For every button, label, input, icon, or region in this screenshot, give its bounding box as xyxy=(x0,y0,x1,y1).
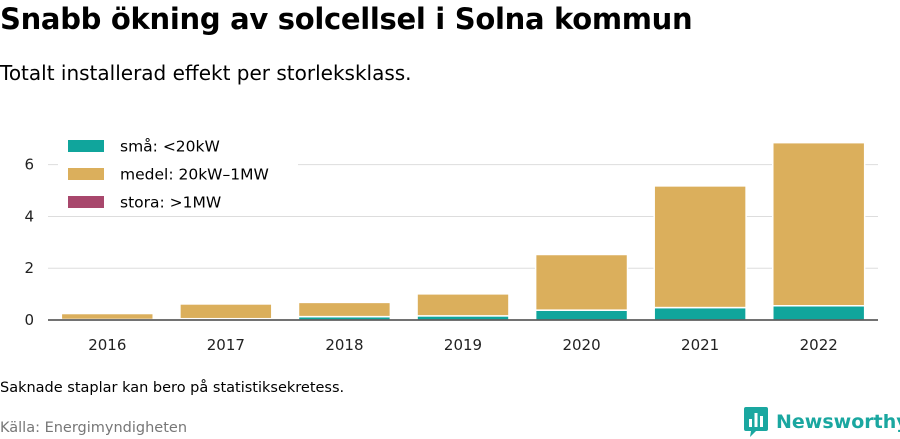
stacked-bar-chart: 0 2 4 6 2016 2017 2018 2019 2020 2021 2022 små: <2… xyxy=(24,132,878,354)
x-tick-label: 2017 xyxy=(207,336,245,354)
x-tick-label: 2021 xyxy=(681,336,719,354)
y-tick-label: 6 xyxy=(24,156,34,174)
legend-swatch-1 xyxy=(68,168,104,180)
bar-2022-series-1 xyxy=(772,141,866,307)
bar-2018-series-1 xyxy=(297,301,392,318)
bar-2019-series-1 xyxy=(416,293,510,317)
x-tick-label: 2016 xyxy=(88,336,126,354)
bar-2021-series-0 xyxy=(653,306,747,321)
y-tick-label: 2 xyxy=(24,259,34,277)
bar-2017-series-1 xyxy=(179,303,273,320)
legend-label-2: stora: >1MW xyxy=(120,194,221,212)
y-tick-label: 4 xyxy=(24,207,34,225)
chart-subtitle: Totalt installerad effekt per storlekskl… xyxy=(0,61,412,85)
brand-name: Newsworthy xyxy=(776,411,900,433)
legend-swatch-2 xyxy=(68,196,104,208)
bar-2020-series-1 xyxy=(534,253,629,311)
legend-label-0: små: <20kW xyxy=(120,138,220,156)
axes: 0 2 4 6 2016 2017 2018 2019 2020 2021 2022 xyxy=(24,156,878,354)
legend: små: <20kW medel: 20kW–1MW stora: >1MW xyxy=(58,132,298,216)
bar-2021-series-1 xyxy=(653,185,747,309)
bar-chart-icon xyxy=(744,407,768,437)
y-tick-label: 0 xyxy=(24,311,34,329)
bar-2016-series-1 xyxy=(60,312,154,321)
legend-swatch-0 xyxy=(68,140,104,152)
x-tick-label: 2022 xyxy=(800,336,838,354)
x-tick-label: 2020 xyxy=(562,336,600,354)
legend-label-1: medel: 20kW–1MW xyxy=(120,166,269,184)
bar-2022-series-0 xyxy=(772,305,866,321)
chart-title: Snabb ökning av solcellsel i Solna kommu… xyxy=(0,2,693,36)
x-tick-label: 2018 xyxy=(325,336,363,354)
newsworthy-logo: Newsworthy xyxy=(744,407,900,437)
footnote: Saknade staplar kan bero på statistiksek… xyxy=(0,380,345,396)
bar-2020-series-0 xyxy=(534,309,629,321)
source-credit: Källa: Energimyndigheten xyxy=(0,420,188,436)
x-tick-label: 2019 xyxy=(444,336,482,354)
